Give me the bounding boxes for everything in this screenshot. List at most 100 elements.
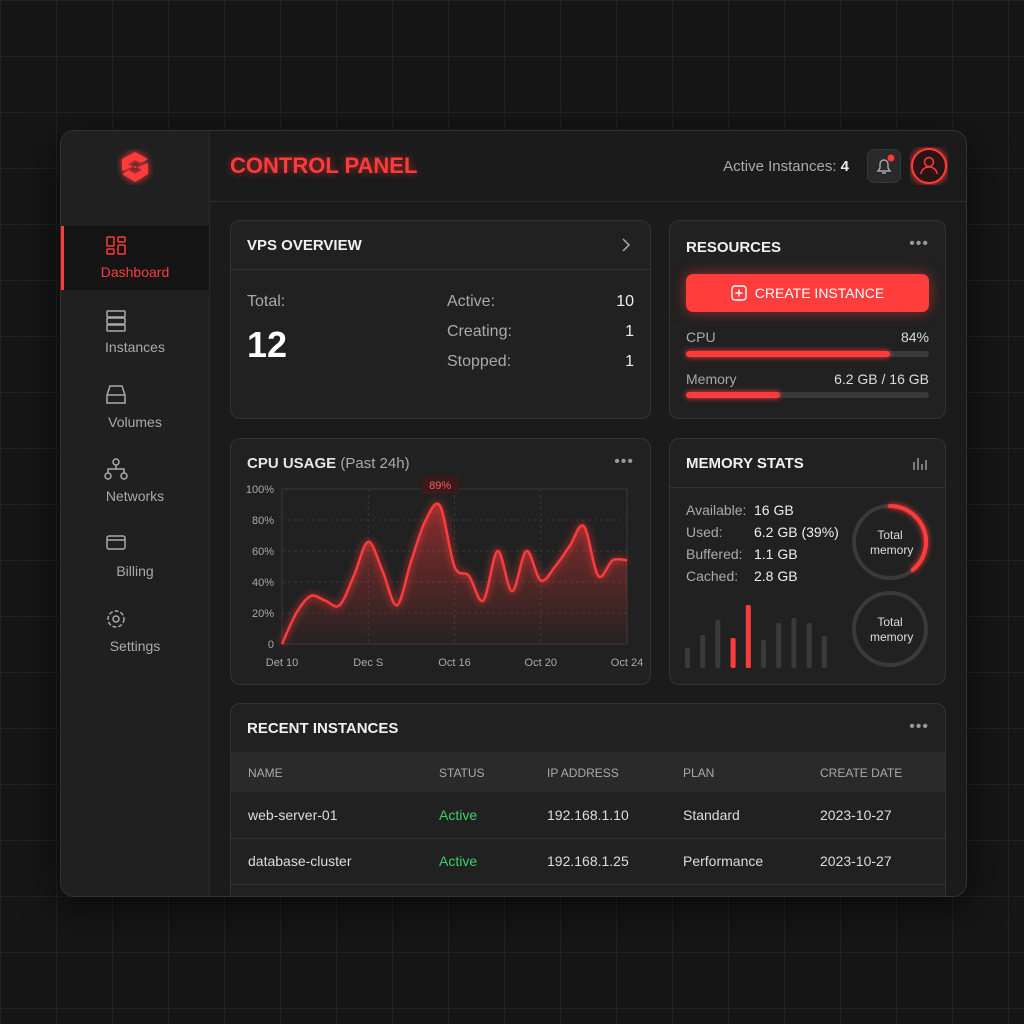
y-tick-label: 100% [246, 484, 274, 496]
chevron[interactable] [619, 237, 633, 253]
x-tick-label: Oct 24 [611, 657, 643, 669]
active-count: 4 [840, 158, 849, 175]
cpu-line [280, 502, 628, 645]
nav-item[interactable]: Volumes [108, 414, 162, 430]
cell: Active [439, 853, 478, 869]
stat-label: Active: [447, 293, 496, 310]
total-value: 12 [247, 324, 288, 365]
memory-track [686, 392, 929, 398]
cpu-track [686, 351, 929, 357]
y-tick-label: 40% [252, 577, 274, 589]
x-tick-label: Oct 20 [525, 657, 557, 669]
resources-card: RESOURCES ••• CREATE INSTANCE CPU 84% Me… [669, 220, 946, 419]
annotation: 89% [429, 480, 451, 492]
chart-title: CPU USAGE [247, 455, 337, 472]
stat-value: 2.8 GB [754, 568, 798, 584]
ring-label: Total memory [867, 528, 914, 557]
activity-bar [730, 638, 736, 668]
nav-item[interactable]: Dashboard [100, 264, 170, 280]
activity-bar [715, 620, 721, 668]
sidebar: Dashboard Instances Volumes Networks Bil… [61, 131, 210, 896]
table-header [231, 752, 945, 792]
x-tick-label: Det 10 [266, 657, 298, 669]
card-title: CPU USAGE (Past 24h) [247, 455, 410, 472]
activity-bar [761, 640, 766, 668]
stat-label: Creating: [447, 323, 512, 340]
stat-label: Available: [686, 502, 746, 518]
divider [231, 269, 650, 270]
stat-value: 1.1 GB [754, 546, 798, 562]
active-item-bg [61, 226, 209, 290]
stat-label: Buffered: [686, 546, 743, 562]
ring-label: Total memory [867, 615, 914, 644]
cell: 2023-10-27 [820, 807, 892, 823]
cell: 192.168.1.10 [547, 807, 629, 823]
memory-value: 6.2 GB / 16 GB [834, 371, 929, 387]
y-tick-label: 60% [252, 546, 274, 558]
nav-item[interactable]: Networks [105, 488, 165, 504]
card-title: VPS OVERVIEW [247, 237, 362, 254]
column-header: PLAN [683, 766, 715, 780]
cell: database-cluster [248, 853, 352, 869]
nav-item[interactable]: Instances [105, 339, 165, 355]
nav-item[interactable]: Settings [109, 638, 161, 654]
activity-bar [745, 605, 751, 668]
memory-visuals: Available: 16 GB Used: 6.2 GB (39%) Buffered… [685, 502, 928, 668]
more[interactable]: ••• [614, 453, 634, 470]
memory-bar [686, 392, 781, 398]
column-header: CREATE DATE [820, 766, 903, 780]
activity-bar [821, 636, 827, 668]
cpu-chart: 0 20% 40% 60% 80% 100% Det 10 Dec S Oct 16 Oct 20… [246, 476, 643, 669]
avatar[interactable] [910, 147, 948, 185]
activity-bar [776, 623, 782, 668]
y-tick-label: 0 [268, 639, 274, 651]
x-tick-label: Dec S [353, 657, 383, 669]
x-tick-label: Oct 16 [438, 657, 470, 669]
header-divider [209, 201, 966, 202]
notifications[interactable] [867, 149, 901, 183]
ring-track [852, 591, 928, 667]
create-instance-button[interactable]: CREATE INSTANCE [686, 274, 929, 312]
column-header: NAME [248, 766, 283, 780]
stat-value: 6.2 GB (39%) [754, 524, 839, 540]
cpu-bar [686, 351, 891, 357]
card-title: RESOURCES [686, 239, 782, 256]
page-title: CONTROL PANEL [230, 153, 418, 178]
activity-bar [791, 618, 797, 668]
plus-icon [731, 285, 747, 301]
cpu-label: CPU [686, 329, 716, 345]
nav-icons [104, 236, 128, 628]
column-header: IP ADDRESS [547, 766, 619, 780]
cpu-usage-card: CPU USAGE (Past 24h) ••• 0 20% 40% 60% 80% 10… [230, 438, 651, 685]
card-title: RECENT INSTANCES [247, 720, 399, 737]
active-indicator [61, 226, 64, 290]
stat-value: 1 [625, 323, 634, 340]
stat-value: 10 [616, 293, 634, 310]
active-instances: Active Instances: 4 [723, 158, 849, 175]
area [282, 503, 627, 644]
activity-bar [700, 635, 706, 668]
app-window: Dashboard Instances Volumes Networks Bil… [60, 130, 967, 897]
recent-instances-card: RECENT INSTANCES ••• NAME STATUS IP ADDRES… [230, 703, 946, 896]
chart-subtitle: (Past 24h) [340, 455, 410, 472]
row-divider [231, 884, 945, 885]
cell: Performance [683, 853, 764, 869]
cell: 192.168.1.25 [547, 853, 629, 869]
cell: web-server-01 [248, 807, 338, 823]
annotation-bg [422, 476, 459, 495]
nav-item[interactable]: Billing [116, 563, 154, 579]
card-title: MEMORY STATS [686, 455, 804, 472]
more[interactable]: ••• [909, 235, 929, 252]
row-divider [231, 838, 945, 839]
chart-icon[interactable] [912, 455, 928, 471]
cell: Standard [683, 807, 740, 823]
more[interactable]: ••• [909, 718, 929, 735]
vps-overview-card: VPS OVERVIEW Total: 12 Active: 10 Creating… [230, 220, 651, 419]
cell: 2023-10-27 [820, 853, 892, 869]
activity-bar [806, 623, 812, 668]
total-label: Total: [247, 293, 286, 310]
activity-bar [685, 648, 690, 668]
stat-value: 1 [625, 353, 634, 370]
stat-label: Stopped: [447, 353, 512, 370]
